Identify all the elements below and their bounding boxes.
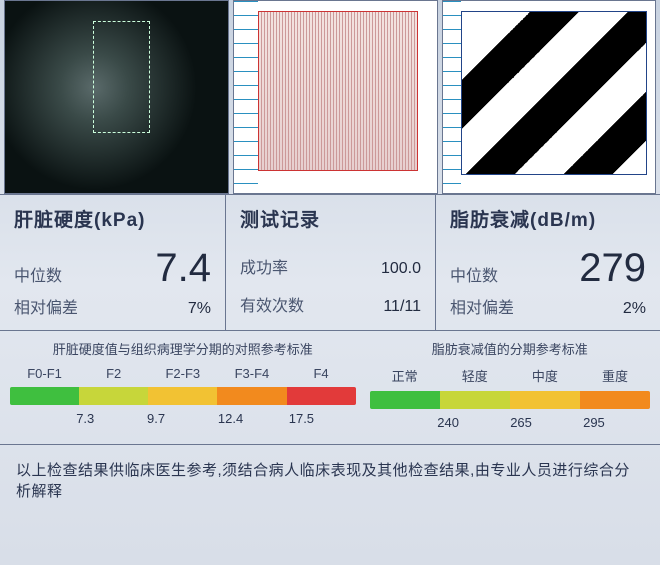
stiffness-reldev-value: 7% [188,300,211,318]
fat-title: 脂肪衰减(dB/m) [450,205,646,232]
report-sheet: 肝脏硬度(kPa) 中位数 7.4 相对偏差 7% 测试记录 成功率 100.0… [0,0,660,565]
cat: F2 [79,366,148,381]
scales-row: 肝脏硬度值与组织病理学分期的对照参考标准 F0-F1 F2 F2-F3 F3-F… [0,330,660,445]
fat-ticks: 240 265 295 [370,415,650,430]
seg [580,391,650,409]
seg [510,391,580,409]
cat: F3-F4 [217,366,286,381]
stiffness-ticks: 7.3 9.7 12.4 17.5 [10,411,356,426]
seg [217,387,286,405]
fat-scale: 脂肪衰减值的分期参考标准 正常 轻度 中度 重度 240 265 295 [370,339,650,430]
stiffness-categories: F0-F1 F2 F2-F3 F3-F4 F4 [10,366,356,381]
fat-panel: 脂肪衰减(dB/m) 中位数 279 相对偏差 2% [436,195,660,330]
fat-scale-title: 脂肪衰减值的分期参考标准 [370,339,650,358]
success-value: 100.0 [381,260,421,278]
stiffness-panel: 肝脏硬度(kPa) 中位数 7.4 相对偏差 7% [0,195,226,330]
stiffness-median-value: 7.4 [155,248,211,288]
shearwave-image [442,0,656,194]
cat: 轻度 [440,366,510,385]
cat: F2-F3 [148,366,217,381]
tick: 9.7 [143,411,214,426]
stiffness-median-label: 中位数 [14,262,62,286]
image-row [0,0,660,194]
seg [148,387,217,405]
footer-note: 以上检查结果供临床医生参考,须结合病人临床表现及其他检查结果,由专业人员进行综合… [0,445,660,501]
tick: 295 [577,415,650,430]
test-title: 测试记录 [240,205,421,232]
stiffness-scale-title: 肝脏硬度值与组织病理学分期的对照参考标准 [10,339,356,358]
tick: 12.4 [214,411,285,426]
elastogram-image [233,0,438,194]
success-label: 成功率 [240,254,288,278]
stiffness-title: 肝脏硬度(kPa) [14,205,211,232]
valid-label: 有效次数 [240,292,304,316]
cat: F4 [287,366,356,381]
fat-median-label: 中位数 [450,262,498,286]
test-panel: 测试记录 成功率 100.0 有效次数 11/11 [226,195,436,330]
seg [440,391,510,409]
stiffness-reldev-label: 相对偏差 [14,294,78,318]
fat-bar [370,391,650,409]
tick: 17.5 [285,411,356,426]
cat: 重度 [580,366,650,385]
cat: 中度 [510,366,580,385]
metrics-row: 肝脏硬度(kPa) 中位数 7.4 相对偏差 7% 测试记录 成功率 100.0… [0,194,660,330]
fat-median-value: 279 [579,248,646,288]
fat-reldev-value: 2% [623,300,646,318]
seg [370,391,440,409]
seg [287,387,356,405]
fat-reldev-label: 相对偏差 [450,294,514,318]
stiffness-bar [10,387,356,405]
valid-value: 11/11 [383,298,421,316]
tick: 7.3 [72,411,143,426]
tick: 265 [504,415,577,430]
seg [79,387,148,405]
seg [10,387,79,405]
cat: F0-F1 [10,366,79,381]
stiffness-scale: 肝脏硬度值与组织病理学分期的对照参考标准 F0-F1 F2 F2-F3 F3-F… [10,339,356,430]
cat: 正常 [370,366,440,385]
fat-categories: 正常 轻度 中度 重度 [370,366,650,385]
ultrasound-image [4,0,229,194]
tick: 240 [431,415,504,430]
